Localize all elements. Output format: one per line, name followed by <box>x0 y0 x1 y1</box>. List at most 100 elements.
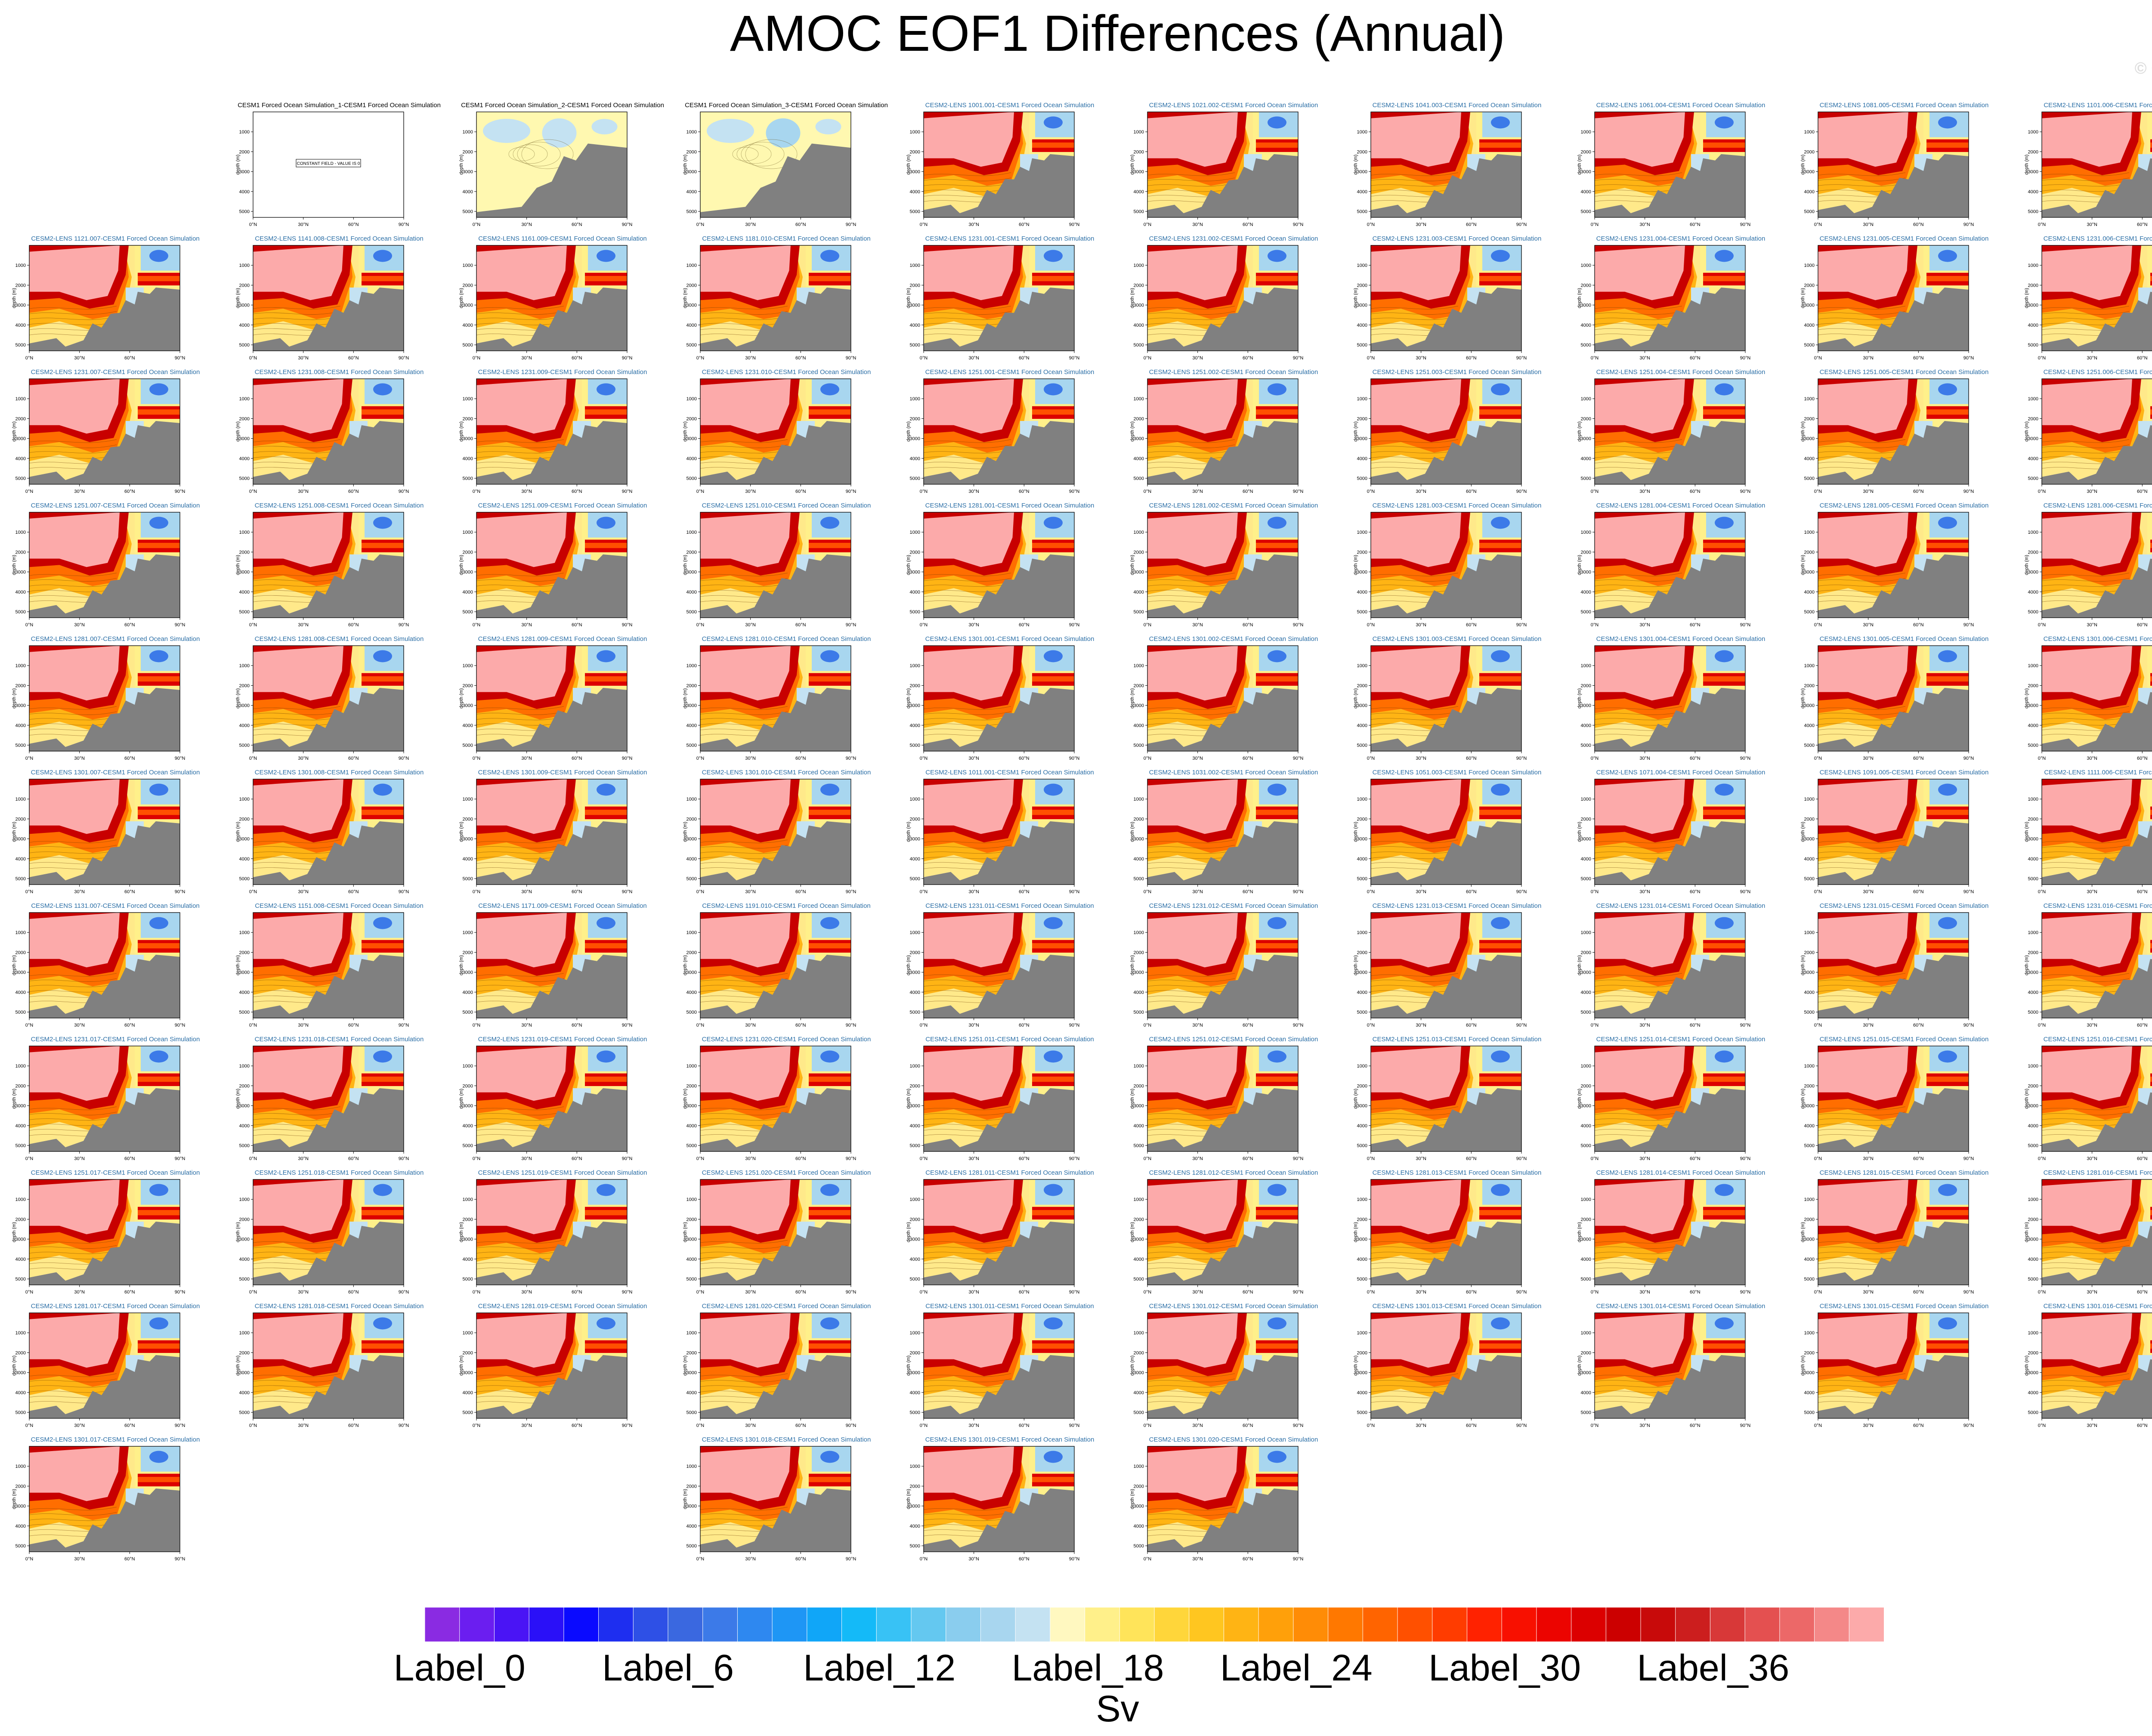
field <box>29 1446 180 1552</box>
x-tick-label: 90°N <box>1293 356 1304 361</box>
x-tick-label: 60°N <box>1243 756 1253 761</box>
y-tick-label: 4000 <box>239 1390 250 1396</box>
y-tick-label: 5000 <box>239 1010 250 1015</box>
field <box>1818 245 1969 351</box>
field <box>29 1046 180 1151</box>
field <box>923 112 1074 217</box>
y-tick-label: 1000 <box>1357 930 1367 935</box>
y-tick-label: 1000 <box>239 930 250 935</box>
x-tick-label: 0°N <box>1814 489 1822 494</box>
x-tick-label: 90°N <box>399 1290 409 1295</box>
y-tick-label: 4000 <box>15 456 26 461</box>
field <box>1370 112 1521 217</box>
y-axis-label: depth (m) <box>12 1222 17 1242</box>
field <box>700 112 851 217</box>
x-tick-label: 0°N <box>1367 756 1375 761</box>
y-axis-label: depth (m) <box>1801 822 1806 842</box>
y-tick-label: 5000 <box>1134 209 1144 214</box>
y-axis-label: depth (m) <box>12 688 17 709</box>
amoc-panel: CESM2-LENS 1281.005-CESM1 Forced Ocean S… <box>1801 502 2007 631</box>
field <box>2041 245 2152 351</box>
x-tick-label: 30°N <box>1192 356 1203 361</box>
x-tick-label: 0°N <box>2038 622 2046 628</box>
y-tick-label: 4000 <box>1581 189 1591 195</box>
y-tick-label: 5000 <box>1804 476 1815 481</box>
x-tick-label: 60°N <box>1019 489 1030 494</box>
x-tick-label: 30°N <box>1639 489 1650 494</box>
x-tick-label: 30°N <box>968 489 979 494</box>
amoc-panel: CESM2-LENS 1231.006-CESM1 Forced Ocean S… <box>2025 235 2152 364</box>
y-tick-label: 4000 <box>15 1524 26 1529</box>
x-tick-label: 90°N <box>622 1023 633 1028</box>
y-tick-label: 3000 <box>463 837 473 842</box>
colorbar-swatch <box>668 1607 703 1642</box>
y-tick-label: 5000 <box>1804 209 1815 214</box>
x-tick-label: 60°N <box>1243 889 1253 894</box>
y-tick-label: 1000 <box>910 530 920 535</box>
x-tick-label: 60°N <box>1466 1423 1477 1428</box>
colorbar-swatch <box>1432 1607 1468 1642</box>
y-tick-label: 3000 <box>1134 436 1144 442</box>
y-tick-label: 2000 <box>2028 416 2038 421</box>
x-tick-label: 90°N <box>1740 222 1751 227</box>
field <box>1370 379 1521 484</box>
x-tick-label: 30°N <box>2087 1156 2097 1161</box>
x-tick-label: 90°N <box>1069 1156 1080 1161</box>
y-tick-label: 3000 <box>910 837 920 842</box>
y-tick-label: 1000 <box>239 396 250 402</box>
x-tick-label: 90°N <box>1516 889 1527 894</box>
x-tick-label: 90°N <box>846 622 856 628</box>
y-tick-label: 4000 <box>1804 456 1815 461</box>
y-tick-label: 3000 <box>15 436 26 442</box>
amoc-panel: CESM2-LENS 1251.019-CESM1 Forced Ocean S… <box>459 1169 666 1298</box>
y-tick-label: 2000 <box>910 149 920 155</box>
x-tick-label: 60°N <box>348 489 359 494</box>
panel-title: CESM2-LENS 1121.007-CESM1 Forced Ocean S… <box>31 235 200 242</box>
amoc-panel: CESM2-LENS 1231.014-CESM1 Forced Ocean S… <box>1577 902 1784 1031</box>
y-tick-label: 2000 <box>1357 817 1367 822</box>
y-tick-label: 1000 <box>686 1197 697 1202</box>
panel-title: CESM2-LENS 1251.001-CESM1 Forced Ocean S… <box>925 368 1095 376</box>
y-tick-label: 2000 <box>239 283 250 288</box>
x-tick-label: 0°N <box>1367 622 1375 628</box>
field <box>1594 779 1745 885</box>
y-tick-label: 1000 <box>15 396 26 402</box>
field <box>1818 1046 1969 1151</box>
y-tick-label: 5000 <box>686 610 697 615</box>
x-tick-label: 0°N <box>920 756 928 761</box>
y-tick-label: 2000 <box>2028 283 2038 288</box>
y-tick-label: 2000 <box>463 817 473 822</box>
colorbar-swatch <box>702 1607 738 1642</box>
y-axis-label: depth (m) <box>2025 1355 2029 1376</box>
y-tick-label: 3000 <box>1357 703 1367 709</box>
y-axis-label: depth (m) <box>1130 1222 1135 1242</box>
x-tick-label: 90°N <box>1293 622 1304 628</box>
field <box>476 379 627 484</box>
x-tick-label: 60°N <box>795 889 806 894</box>
x-tick-label: 30°N <box>745 489 756 494</box>
y-tick-label: 1000 <box>2028 1197 2038 1202</box>
x-tick-label: 0°N <box>696 1290 705 1295</box>
panel-title: CESM2-LENS 1011.001-CESM1 Forced Ocean S… <box>925 769 1094 776</box>
x-tick-label: 0°N <box>1814 1423 1822 1428</box>
y-tick-label: 3000 <box>686 1371 697 1376</box>
panel-title: CESM2-LENS 1251.010-CESM1 Forced Ocean S… <box>702 502 871 509</box>
x-tick-label: 0°N <box>25 756 34 761</box>
panel-title: CESM2-LENS 1251.015-CESM1 Forced Ocean S… <box>1819 1036 1989 1043</box>
field <box>1147 646 1298 751</box>
x-tick-label: 30°N <box>968 622 979 628</box>
x-tick-label: 30°N <box>1416 889 1426 894</box>
x-tick-label: 60°N <box>1690 756 1701 761</box>
x-tick-label: 90°N <box>846 489 856 494</box>
